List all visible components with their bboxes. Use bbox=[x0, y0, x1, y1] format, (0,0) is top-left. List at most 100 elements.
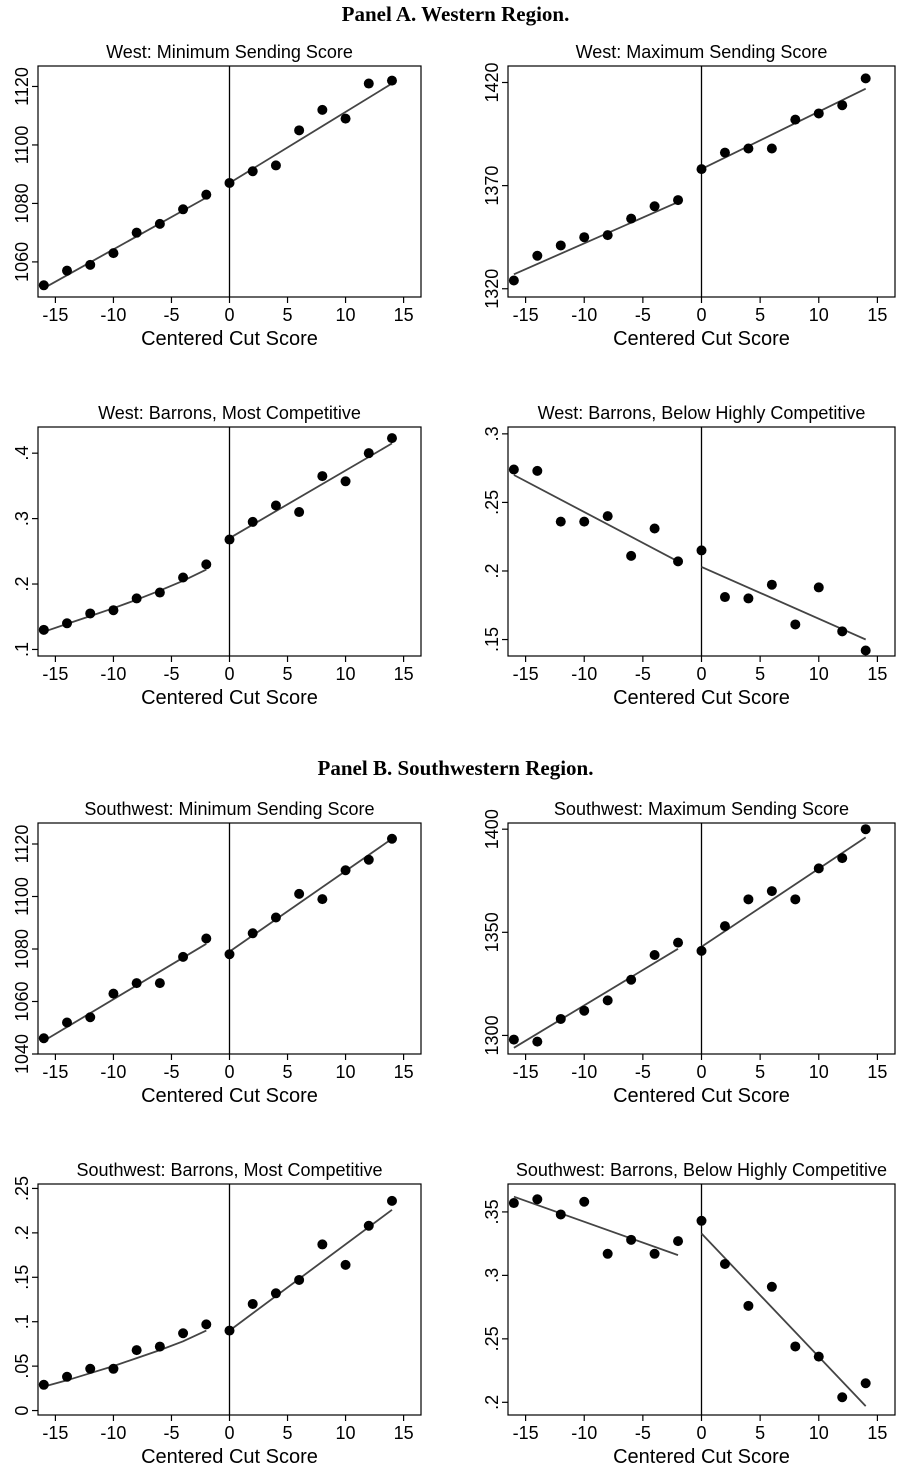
data-point bbox=[743, 894, 754, 905]
data-point bbox=[131, 978, 142, 989]
data-point bbox=[719, 1258, 730, 1269]
x-tick-label: -15 bbox=[513, 1423, 539, 1443]
fit-line bbox=[513, 201, 679, 276]
data-point bbox=[743, 593, 754, 604]
y-tick-label: 1370 bbox=[482, 166, 502, 206]
data-point bbox=[790, 619, 801, 630]
x-tick-label: -10 bbox=[100, 1423, 126, 1443]
x-tick-label: 15 bbox=[394, 664, 414, 684]
x-tick-label: 10 bbox=[809, 1423, 829, 1443]
x-tick-label: 15 bbox=[867, 1423, 887, 1443]
data-point bbox=[719, 921, 730, 932]
data-point bbox=[247, 166, 258, 177]
data-point bbox=[270, 500, 281, 511]
data-point bbox=[508, 464, 519, 475]
data-point bbox=[340, 113, 351, 124]
data-point bbox=[696, 545, 707, 556]
data-point bbox=[270, 1288, 281, 1299]
data-point bbox=[201, 1319, 212, 1330]
x-tick-label: 0 bbox=[696, 1423, 706, 1443]
data-point bbox=[837, 626, 848, 637]
data-point bbox=[719, 592, 730, 603]
x-tick-label: 15 bbox=[867, 664, 887, 684]
x-tick-label: 5 bbox=[283, 305, 293, 325]
y-tick-label: .15 bbox=[12, 1265, 32, 1290]
data-point bbox=[860, 73, 871, 84]
data-point bbox=[696, 945, 707, 956]
x-axis-label: Centered Cut Score bbox=[613, 687, 790, 709]
x-tick-label: -10 bbox=[571, 664, 597, 684]
data-point bbox=[317, 894, 328, 905]
x-tick-label: -15 bbox=[42, 305, 68, 325]
x-tick-label: 10 bbox=[809, 664, 829, 684]
y-tick-label: 1100 bbox=[12, 877, 32, 916]
chart-title: Southwest: Barrons, Below Highly Competi… bbox=[516, 1160, 887, 1180]
data-point bbox=[154, 218, 165, 229]
data-point bbox=[108, 988, 119, 999]
chart-title: West: Barrons, Below Highly Competitive bbox=[538, 403, 866, 423]
fit-line bbox=[228, 1209, 393, 1332]
data-point bbox=[363, 854, 374, 865]
data-point bbox=[340, 865, 351, 876]
x-tick-label: -15 bbox=[42, 664, 68, 684]
data-point bbox=[813, 108, 824, 119]
data-point bbox=[178, 572, 189, 583]
data-point bbox=[85, 1363, 96, 1374]
data-point bbox=[62, 265, 73, 276]
x-tick-label: 5 bbox=[755, 305, 765, 325]
x-tick-label: 10 bbox=[809, 305, 829, 325]
data-point bbox=[579, 1196, 590, 1207]
data-point bbox=[386, 75, 397, 86]
chart-title: West: Barrons, Most Competitive bbox=[98, 403, 361, 423]
x-axis-label: Centered Cut Score bbox=[613, 1085, 790, 1107]
x-tick-label: 5 bbox=[283, 1423, 293, 1443]
data-point bbox=[38, 624, 49, 635]
data-point bbox=[532, 1194, 543, 1205]
x-tick-label: -10 bbox=[100, 305, 126, 325]
data-point bbox=[317, 471, 328, 482]
data-point bbox=[532, 465, 543, 476]
x-tick-label: -5 bbox=[635, 305, 651, 325]
chart-title: Southwest: Minimum Sending Score bbox=[84, 799, 374, 819]
chart-title: West: Maximum Sending Score bbox=[576, 42, 828, 62]
x-axis-label: Centered Cut Score bbox=[613, 1446, 790, 1468]
x-tick-label: -15 bbox=[513, 305, 539, 325]
x-tick-label: 10 bbox=[336, 1423, 356, 1443]
data-point bbox=[340, 1259, 351, 1270]
y-tick-label: .2 bbox=[12, 1225, 32, 1240]
x-tick-label: 10 bbox=[809, 1062, 829, 1082]
data-point bbox=[790, 894, 801, 905]
data-point bbox=[294, 1274, 305, 1285]
data-point bbox=[555, 516, 566, 527]
data-point bbox=[508, 1198, 519, 1209]
x-tick-label: 10 bbox=[336, 1062, 356, 1082]
data-point bbox=[178, 951, 189, 962]
data-point bbox=[247, 928, 258, 939]
x-tick-label: -10 bbox=[571, 1423, 597, 1443]
y-tick-label: 1420 bbox=[482, 62, 502, 102]
x-tick-label: 15 bbox=[394, 1062, 414, 1082]
x-tick-label: 0 bbox=[696, 1062, 706, 1082]
y-tick-label: .25 bbox=[12, 1176, 32, 1201]
data-point bbox=[247, 1298, 258, 1309]
data-point bbox=[860, 1378, 871, 1389]
data-point bbox=[224, 534, 235, 545]
data-point bbox=[508, 1034, 519, 1045]
data-point bbox=[766, 143, 777, 154]
data-point bbox=[626, 974, 637, 985]
y-tick-label: .15 bbox=[482, 627, 502, 652]
x-tick-label: 15 bbox=[867, 1062, 887, 1082]
data-point bbox=[649, 950, 660, 960]
data-point bbox=[813, 1351, 824, 1362]
x-axis-label: Centered Cut Score bbox=[613, 328, 790, 350]
data-point bbox=[860, 645, 871, 656]
data-point bbox=[317, 1239, 328, 1250]
x-tick-label: 5 bbox=[755, 1062, 765, 1082]
chart-8: Southwest: Barrons, Below Highly Competi… bbox=[482, 1160, 896, 1468]
data-point bbox=[363, 1220, 374, 1231]
data-point bbox=[837, 1392, 848, 1403]
data-point bbox=[224, 949, 235, 960]
data-point bbox=[386, 433, 397, 444]
data-point bbox=[673, 556, 684, 567]
data-point bbox=[532, 1036, 543, 1047]
